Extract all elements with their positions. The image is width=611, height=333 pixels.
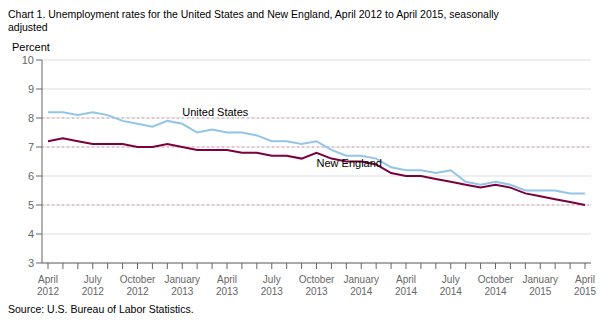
html-text:Source: U.S. Bureau of Labor S: Source: U.S. Bureau of Labor Statistics.: [8, 303, 194, 315]
svg-text:10: 10: [22, 54, 34, 66]
svg-text:United States: United States: [182, 106, 249, 118]
svg-text:July2013: July2013: [261, 274, 284, 297]
svg-text:July2012: July2012: [82, 274, 105, 297]
svg-text:October2013: October2013: [299, 274, 335, 297]
svg-text:July2014: July2014: [440, 274, 463, 297]
svg-text:April2013: April2013: [216, 274, 239, 297]
svg-text:7: 7: [28, 141, 34, 153]
svg-text:January2015: January2015: [522, 274, 558, 297]
svg-text:April2012: April2012: [37, 274, 60, 297]
svg-text:3: 3: [28, 257, 34, 269]
svg-text:January2014: January2014: [343, 274, 379, 297]
html-text:Chart 1. Unemployment rates fo: Chart 1. Unemployment rates for the Unit…: [8, 8, 499, 20]
svg-text:5: 5: [28, 199, 34, 211]
svg-text:January2013: January2013: [164, 274, 200, 297]
svg-text:April2014: April2014: [395, 274, 418, 297]
svg-text:6: 6: [28, 170, 34, 182]
svg-text:New England: New England: [317, 157, 382, 169]
svg-text:8: 8: [28, 112, 34, 124]
html-text:adjusted: adjusted: [8, 21, 48, 33]
svg-text:October2012: October2012: [120, 274, 156, 297]
svg-text:October2014: October2014: [478, 274, 514, 297]
svg-text:4: 4: [28, 228, 34, 240]
html-text:Percent: Percent: [12, 41, 50, 53]
svg-text:9: 9: [28, 83, 34, 95]
svg-text:April2015: April2015: [574, 274, 597, 297]
